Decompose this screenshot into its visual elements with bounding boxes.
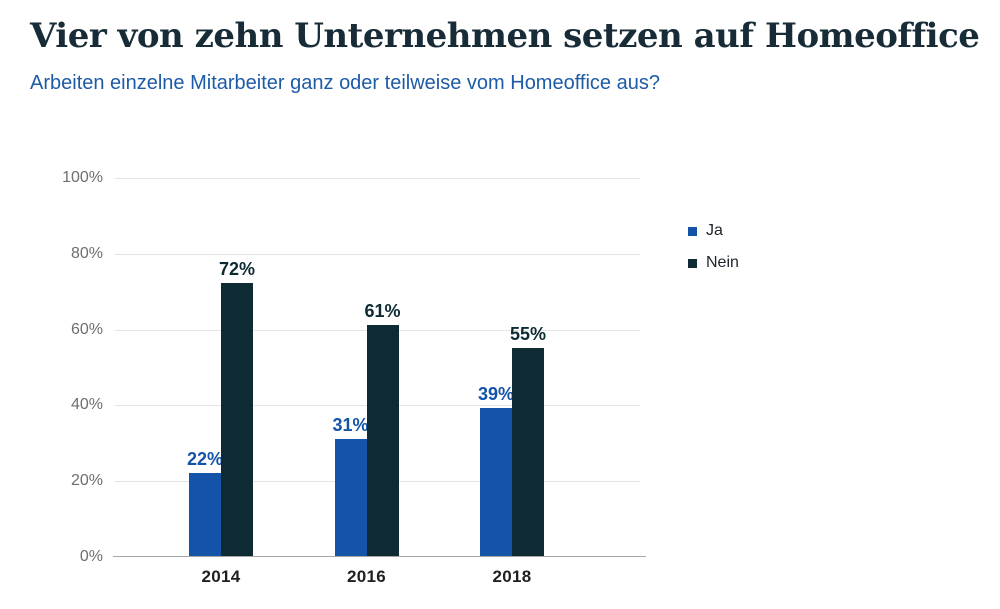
x-axis-line	[113, 556, 646, 557]
y-tick-label: 40%	[70, 396, 103, 414]
legend-item-ja: Ja	[688, 221, 739, 241]
value-label: 55%	[509, 323, 547, 344]
y-tick-label: 80%	[70, 244, 103, 262]
legend: Ja Nein	[688, 221, 739, 285]
y-tick-label: 0%	[79, 548, 103, 565]
legend-label: Nein	[706, 254, 739, 271]
value-label: 39%	[477, 384, 515, 405]
legend-item-nein: Nein	[688, 253, 739, 273]
legend-label: Ja	[706, 222, 723, 239]
x-tick-label: 2016	[346, 567, 387, 586]
value-label: 72%	[218, 259, 256, 280]
y-tick-label: 20%	[70, 472, 103, 490]
chart-subtitle: Arbeiten einzelne Mitarbeiter ganz oder …	[30, 72, 660, 94]
x-tick-label: 2014	[201, 567, 241, 586]
x-tick-label: 2018	[492, 567, 532, 586]
y-tick-label: 60%	[70, 320, 103, 338]
bar-ja-2014	[189, 472, 221, 556]
gridline	[115, 253, 640, 255]
plot-area: 22% 72% 31% 61% 39% 55%	[113, 178, 646, 557]
bar-ja-2016	[334, 438, 367, 556]
legend-swatch	[688, 226, 697, 236]
bar-nein-2014	[221, 283, 253, 556]
gridline	[115, 178, 640, 179]
bar-ja-2018	[480, 408, 512, 556]
bar-nein-2016	[366, 324, 399, 556]
value-label: 31%	[332, 414, 369, 435]
legend-swatch	[688, 258, 697, 268]
value-label: 22%	[186, 448, 224, 469]
y-tick-label: 100%	[62, 169, 103, 186]
chart-title: Vier von zehn Unternehmen setzen auf Hom…	[30, 16, 980, 56]
bar-nein-2018	[512, 347, 544, 556]
value-label: 61%	[364, 300, 401, 321]
